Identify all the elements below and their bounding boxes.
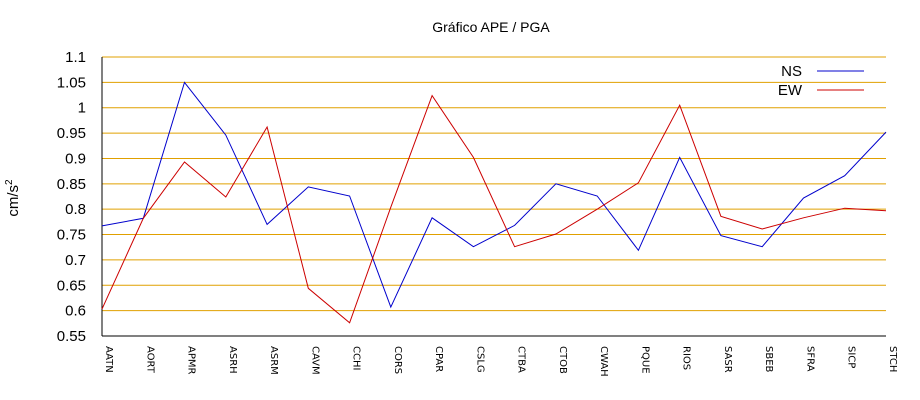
y-tick-label: 0.9 [65, 150, 86, 167]
x-tick-label: SASR [722, 346, 733, 373]
x-tick-label: PQUE [639, 346, 650, 374]
grid-lines [102, 56, 886, 337]
y-axis-label-text: cm/s [5, 185, 22, 217]
y-axis-label: cm/s2 [4, 179, 22, 217]
y-tick-label: 0.7 [65, 252, 86, 269]
x-tick-label: CSLG [474, 346, 485, 373]
y-tick-label: 0.65 [57, 277, 86, 294]
series-lines [101, 81, 887, 324]
x-tick-label: ASRH [227, 346, 238, 374]
x-tick-label: CCHI [351, 346, 362, 370]
y-tick-label: 0.75 [57, 227, 86, 244]
x-tick-label: CTOB [557, 346, 568, 374]
series-line-ew [101, 94, 887, 324]
x-tick-label: STCH [887, 346, 898, 372]
y-tick-label: 1.1 [65, 49, 86, 66]
x-tick-label: ASRM [268, 346, 279, 375]
series-line-ns [101, 81, 887, 309]
x-tick-label: CPAR [433, 346, 444, 372]
x-tick-label: APMR [186, 346, 197, 374]
y-tick-label: 0.95 [57, 125, 86, 142]
y-tick-labels: 0.55 0.6 0.65 0.7 0.75 0.8 0.85 0.9 0.95 1 1.05 1.1 [57, 49, 86, 345]
x-tick-label: CWAH [598, 346, 609, 377]
legend: NS EW [778, 63, 864, 99]
legend-label-ew: EW [778, 82, 803, 99]
y-axis-label-exponent: 2 [4, 179, 15, 185]
y-tick-label: 0.85 [57, 176, 86, 193]
axes [101, 57, 886, 337]
x-tick-label: AORT [144, 346, 155, 374]
legend-label-ns: NS [781, 63, 802, 80]
chart-title: Gráfico APE / PGA [432, 19, 550, 35]
x-tick-label: SICP [846, 346, 857, 368]
y-tick-label: 0.55 [57, 328, 86, 345]
x-tick-label: CAVM [309, 346, 320, 375]
x-tick-label: AATN [103, 346, 114, 373]
y-tick-label: 1.05 [57, 74, 86, 91]
y-tick-label: 0.6 [65, 303, 86, 320]
x-tick-label: CTBA [516, 346, 527, 373]
x-tick-labels: AATN AORT APMR ASRH ASRM CAVM CCHI CORS CPAR CSLG… [103, 346, 898, 377]
x-tick-label: SFRA [804, 346, 815, 372]
x-tick-label: CORS [392, 346, 403, 374]
y-tick-label: 0.8 [65, 201, 86, 218]
x-tick-label: SBEB [763, 346, 774, 373]
y-tick-label: 1 [78, 100, 86, 117]
x-tick-label: RIOS [681, 346, 692, 370]
